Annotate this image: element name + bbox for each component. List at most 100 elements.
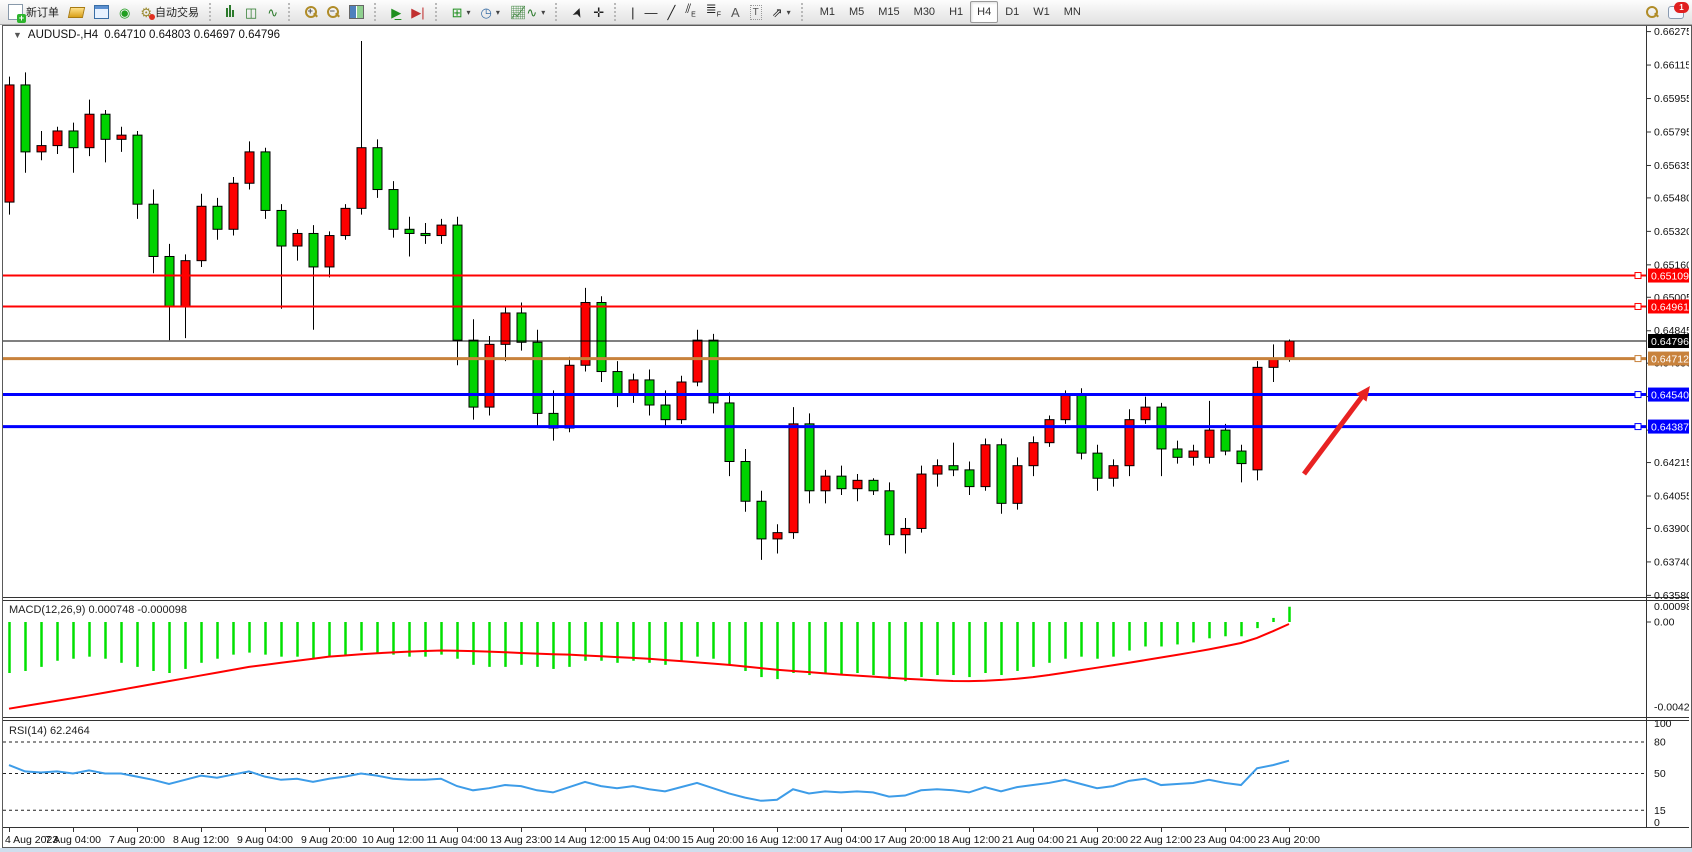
- bull-candle: [564, 364, 575, 429]
- new-chart-button[interactable]: ⊞ ▾: [451, 4, 471, 20]
- bull-candle: [180, 260, 191, 308]
- bear-candle: [100, 113, 111, 140]
- bear-candle: [276, 209, 287, 247]
- date-axis-label: 8 Aug 12:00: [173, 834, 229, 845]
- market-watch-button[interactable]: [89, 1, 114, 23]
- bear-candle: [308, 232, 319, 268]
- price-axis-label: 0.64055: [1654, 491, 1689, 503]
- horizontal-line-button[interactable]: —: [639, 1, 662, 23]
- line-anchor-handle: [1634, 302, 1642, 310]
- line-anchor-handle: [1634, 355, 1642, 363]
- bear-candle: [836, 475, 847, 490]
- date-axis-label: 16 Aug 12:00: [746, 834, 808, 845]
- line-anchor-handle: [1634, 272, 1642, 280]
- bull-candle: [484, 343, 495, 408]
- equidistant-channel-button[interactable]: ⫽E: [680, 1, 700, 23]
- market-watch-icon: [94, 5, 109, 19]
- price-line-label: 0.64796: [1651, 336, 1689, 348]
- price-line-label: 0.64387: [1651, 422, 1689, 434]
- timeframe-m15[interactable]: M15: [878, 6, 900, 18]
- macd-min-label: -0.004248: [1654, 702, 1689, 714]
- auto-trading-button[interactable]: ⚙ 自动交易: [135, 1, 204, 23]
- zoom-out-icon: −: [327, 6, 340, 18]
- symbol-dropdown-icon[interactable]: ▼: [13, 30, 22, 40]
- price-axis-label: 0.65955: [1654, 93, 1689, 105]
- chart-canvas[interactable]: 0.66275 0.66115 0.65955 0.65795 0.65635 0.654…: [3, 26, 1692, 846]
- crosshair-button[interactable]: ✛: [588, 1, 609, 23]
- date-axis-label: 10 Aug 12:00: [362, 834, 424, 845]
- price-axis-label: 0.65160: [1654, 259, 1689, 271]
- timeframe-d1[interactable]: D1: [1005, 6, 1020, 18]
- price-axis-label: 0.66115: [1654, 60, 1689, 72]
- bull-candle: [932, 465, 943, 475]
- fibonacci-button[interactable]: ≣F: [701, 1, 726, 23]
- bear-candle: [724, 402, 735, 463]
- timeframe-w1[interactable]: W1: [1033, 6, 1050, 18]
- line-chart-button[interactable]: ∿: [262, 1, 283, 23]
- date-axis-label: 4 Aug 2023: [5, 834, 58, 845]
- timeframe-h1[interactable]: H1: [949, 6, 964, 18]
- bull-candle: [196, 205, 207, 262]
- macd-max-label: 0.000986: [1654, 601, 1689, 613]
- toolbar: + 新订单 ◉ ⚙ 自动交易 ◫ ∿ + − ▶̲ ▶|: [0, 0, 1692, 25]
- toolbar-separator: [288, 3, 295, 21]
- bull-candle: [980, 444, 991, 488]
- periods-button[interactable]: ◷ ▾: [480, 4, 500, 20]
- notifications-button[interactable]: 1: [1663, 1, 1689, 23]
- text-icon: A: [730, 4, 740, 20]
- new-order-button[interactable]: + 新订单: [3, 1, 64, 23]
- horizontal-line-icon: —: [644, 4, 658, 20]
- bear-candle: [868, 479, 879, 492]
- date-axis-label: 18 Aug 12:00: [938, 834, 1000, 845]
- rsi-axis-label: 50: [1654, 768, 1666, 780]
- bull-candle: [772, 532, 783, 540]
- chart-shift-button[interactable]: ▶|: [406, 1, 429, 23]
- timeframe-mn[interactable]: MN: [1063, 6, 1081, 18]
- trendline-icon: ╱: [667, 4, 676, 20]
- date-axis-label: 11 Aug 04:00: [426, 834, 487, 845]
- chart-window[interactable]: ▼ AUDUSD-,H4 0.64710 0.64803 0.64697 0.6…: [2, 25, 1692, 848]
- bear-candle: [420, 232, 431, 237]
- bear-candle: [740, 461, 751, 502]
- bear-candle: [532, 341, 543, 414]
- metaeditor-button[interactable]: [64, 1, 89, 23]
- bear-candle: [388, 189, 399, 230]
- trend-arrow-head: [1356, 386, 1370, 402]
- tile-windows-button[interactable]: [344, 1, 369, 23]
- vertical-line-button[interactable]: |: [626, 1, 639, 23]
- window-bottom-edge: [0, 848, 1692, 852]
- line-anchor-handle: [1634, 423, 1642, 431]
- arrows-button[interactable]: ⇗ ▾: [771, 4, 791, 20]
- indicators-button[interactable]: 📈︎∿ ▾: [509, 4, 546, 20]
- timeframe-m1[interactable]: M1: [819, 6, 835, 18]
- search-button[interactable]: [1641, 1, 1663, 23]
- price-line-label-box: [1648, 419, 1689, 434]
- trendline-button[interactable]: ╱: [662, 1, 680, 23]
- auto-scroll-icon: ▶̲: [391, 4, 402, 20]
- signals-button[interactable]: ◉: [114, 1, 135, 23]
- auto-scroll-button[interactable]: ▶̲: [386, 1, 406, 23]
- timeframe-m30[interactable]: M30: [913, 6, 936, 18]
- timeframe-h4[interactable]: H4: [970, 1, 999, 23]
- timeframe-m5[interactable]: M5: [848, 6, 865, 18]
- bull-candle: [1188, 450, 1199, 458]
- bar-chart-button[interactable]: [221, 1, 240, 23]
- candlestick-chart-button[interactable]: ◫: [240, 1, 262, 23]
- date-axis-label: 23 Aug 04:00: [1194, 834, 1256, 845]
- macd-zero-label: 0.00: [1654, 617, 1675, 629]
- text-label-button[interactable]: T: [745, 1, 767, 23]
- zoom-out-button[interactable]: −: [322, 1, 344, 23]
- zoom-in-button[interactable]: +: [300, 1, 322, 23]
- bull-candle: [500, 312, 511, 345]
- text-button[interactable]: A: [726, 1, 745, 23]
- bear-candle: [596, 302, 607, 373]
- date-axis-label: 9 Aug 04:00: [237, 834, 293, 845]
- cursor-button[interactable]: ➤: [567, 1, 588, 23]
- bear-candle: [516, 312, 527, 343]
- toolbar-separator: [614, 3, 621, 21]
- price-axis-label: 0.65480: [1654, 192, 1689, 204]
- bear-candle: [1220, 429, 1231, 452]
- bear-candle: [756, 500, 767, 540]
- date-axis-label: 17 Aug 20:00: [874, 834, 936, 845]
- bull-candle: [916, 473, 927, 529]
